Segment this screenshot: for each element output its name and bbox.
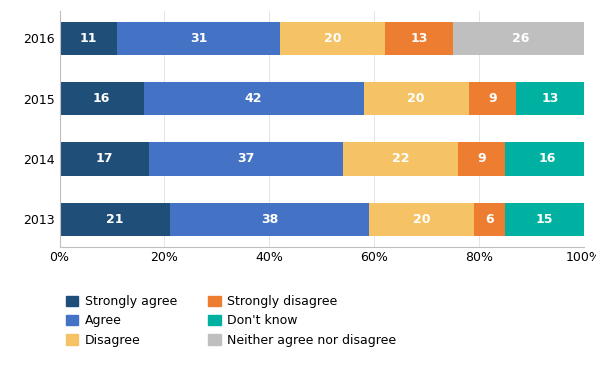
Text: 20: 20: [324, 32, 341, 45]
Bar: [149, 142, 343, 176]
Bar: [385, 22, 453, 55]
Bar: [280, 22, 385, 55]
Bar: [144, 82, 364, 115]
Bar: [516, 82, 584, 115]
Text: 9: 9: [477, 152, 486, 166]
Bar: [364, 82, 468, 115]
Bar: [60, 203, 170, 236]
Text: 31: 31: [190, 32, 207, 45]
Text: 11: 11: [80, 32, 97, 45]
Bar: [474, 203, 505, 236]
Bar: [453, 22, 589, 55]
Text: 6: 6: [485, 213, 494, 226]
Bar: [369, 203, 474, 236]
Bar: [505, 203, 584, 236]
Text: 37: 37: [237, 152, 254, 166]
Bar: [468, 82, 516, 115]
Bar: [60, 82, 144, 115]
Text: 42: 42: [245, 92, 262, 105]
Text: 20: 20: [408, 92, 425, 105]
Text: 21: 21: [106, 213, 123, 226]
Text: 16: 16: [93, 92, 110, 105]
Bar: [60, 22, 117, 55]
Bar: [505, 142, 589, 176]
Text: 22: 22: [392, 152, 409, 166]
Legend: Strongly agree, Agree, Disagree, Strongly disagree, Don't know, Neither agree no: Strongly agree, Agree, Disagree, Strongl…: [66, 295, 396, 347]
Text: 16: 16: [539, 152, 556, 166]
Text: 38: 38: [261, 213, 278, 226]
Text: 13: 13: [541, 92, 558, 105]
Bar: [343, 142, 458, 176]
Text: 17: 17: [95, 152, 113, 166]
Text: 26: 26: [513, 32, 530, 45]
Bar: [60, 142, 149, 176]
Bar: [170, 203, 369, 236]
Text: 20: 20: [413, 213, 430, 226]
Text: 9: 9: [488, 92, 496, 105]
Bar: [117, 22, 280, 55]
Bar: [458, 142, 505, 176]
Text: 15: 15: [536, 213, 554, 226]
Text: 13: 13: [410, 32, 427, 45]
